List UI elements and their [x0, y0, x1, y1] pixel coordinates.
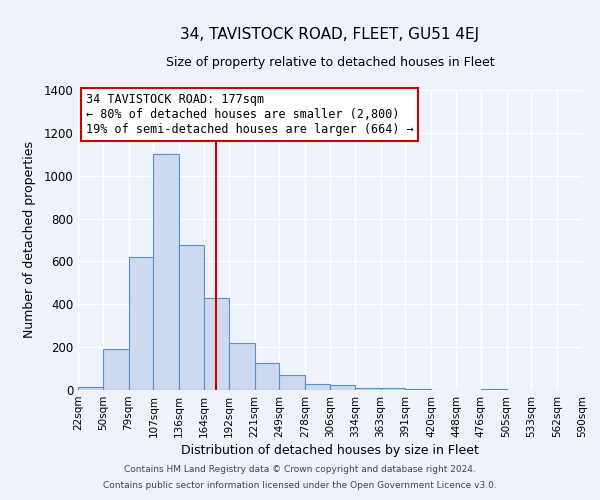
Bar — [229, 343, 254, 390]
Bar — [128, 257, 154, 390]
Text: 34, TAVISTOCK ROAD, FLEET, GU51 4EJ: 34, TAVISTOCK ROAD, FLEET, GU51 4EJ — [181, 28, 479, 42]
Bar — [330, 384, 355, 390]
Bar — [254, 363, 280, 390]
X-axis label: Distribution of detached houses by size in Fleet: Distribution of detached houses by size … — [181, 444, 479, 457]
Bar — [179, 246, 204, 390]
Y-axis label: Number of detached properties: Number of detached properties — [23, 142, 37, 338]
Text: Size of property relative to detached houses in Fleet: Size of property relative to detached ho… — [166, 56, 494, 69]
Bar — [280, 375, 305, 390]
Bar — [380, 388, 406, 390]
Bar — [154, 154, 179, 390]
Bar — [204, 298, 229, 390]
Bar — [406, 389, 431, 390]
Text: Contains HM Land Registry data © Crown copyright and database right 2024.: Contains HM Land Registry data © Crown c… — [124, 466, 476, 474]
Bar — [305, 384, 330, 390]
Bar — [78, 387, 103, 390]
Bar — [355, 388, 380, 390]
Bar — [103, 350, 128, 390]
Text: Contains public sector information licensed under the Open Government Licence v3: Contains public sector information licen… — [103, 480, 497, 490]
Text: 34 TAVISTOCK ROAD: 177sqm
← 80% of detached houses are smaller (2,800)
19% of se: 34 TAVISTOCK ROAD: 177sqm ← 80% of detac… — [86, 93, 413, 136]
Bar — [481, 389, 506, 390]
